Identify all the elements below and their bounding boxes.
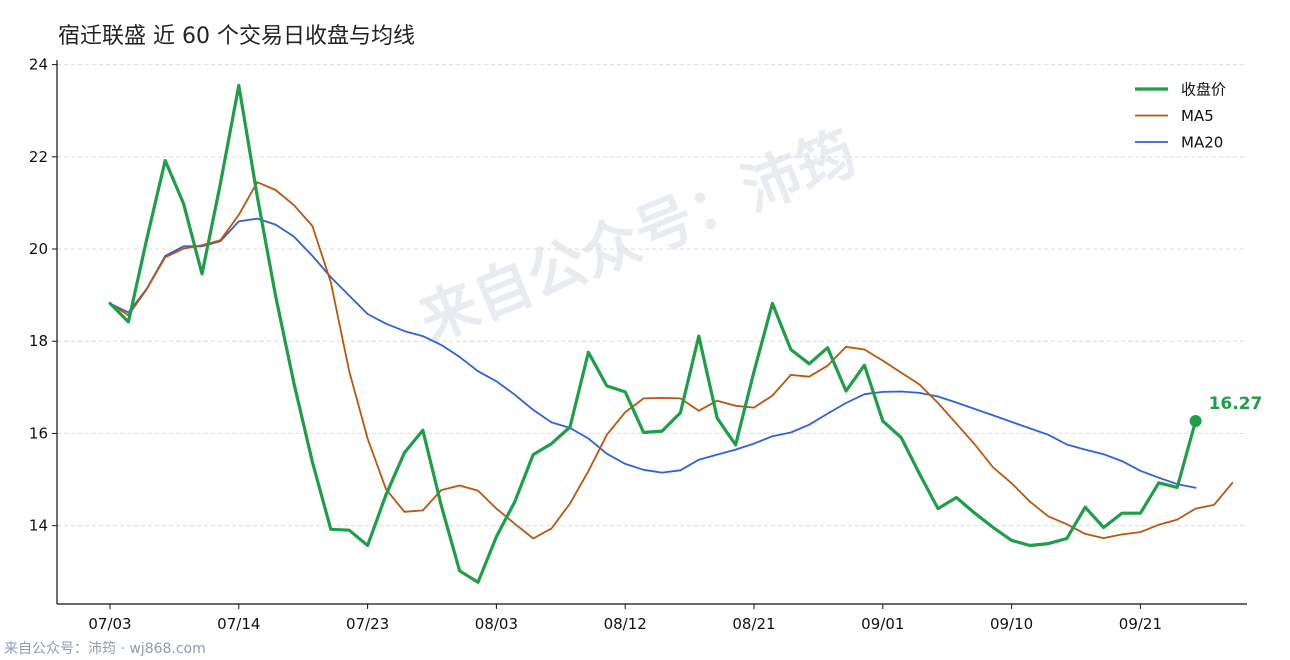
y-tick-label: 20	[29, 240, 48, 258]
x-tick-label: 09/21	[1119, 615, 1162, 633]
legend-label-close: 收盘价	[1181, 81, 1226, 99]
series-line-close	[108, 83, 1198, 584]
y-tick-label: 16	[29, 424, 48, 442]
series-lines: 16.27	[108, 83, 1263, 584]
x-tick-label: 07/14	[217, 615, 260, 633]
y-tick-label: 18	[29, 332, 48, 350]
x-tick-label: 07/03	[88, 615, 131, 633]
legend-label-ma20: MA20	[1181, 134, 1223, 152]
gridlines	[57, 64, 1247, 527]
x-tick-label: 08/21	[732, 615, 775, 633]
x-tick-label: 08/03	[475, 615, 518, 633]
y-tick-label: 14	[29, 517, 48, 535]
x-tick-label: 09/01	[861, 615, 904, 633]
axes: 14 16 18 20 22 24 07/03 07/14 07/23 08/03 08/12 08/…	[29, 56, 1247, 633]
footer-source-note: 来自公众号：沛筠 · wj868.com	[4, 641, 206, 657]
last-close-marker	[1189, 414, 1202, 427]
chart-title: 宿迁联盛 近 60 个交易日收盘与均线	[58, 24, 415, 49]
series-line-ma5	[109, 181, 1234, 540]
series-line-ma20	[109, 217, 1197, 489]
y-tick-label: 22	[29, 148, 48, 166]
watermark-text: 来自公众号：沛筠	[410, 118, 866, 355]
x-tick-label: 09/10	[990, 615, 1033, 633]
x-tick-label: 08/12	[604, 615, 647, 633]
legend: 收盘价 MA5 MA20	[1135, 81, 1226, 152]
legend-label-ma5: MA5	[1181, 107, 1214, 125]
x-tick-label: 07/23	[346, 615, 389, 633]
last-close-label: 16.27	[1209, 394, 1263, 414]
y-tick-label: 24	[29, 56, 48, 74]
watermark: 来自公众号：沛筠	[410, 118, 866, 355]
